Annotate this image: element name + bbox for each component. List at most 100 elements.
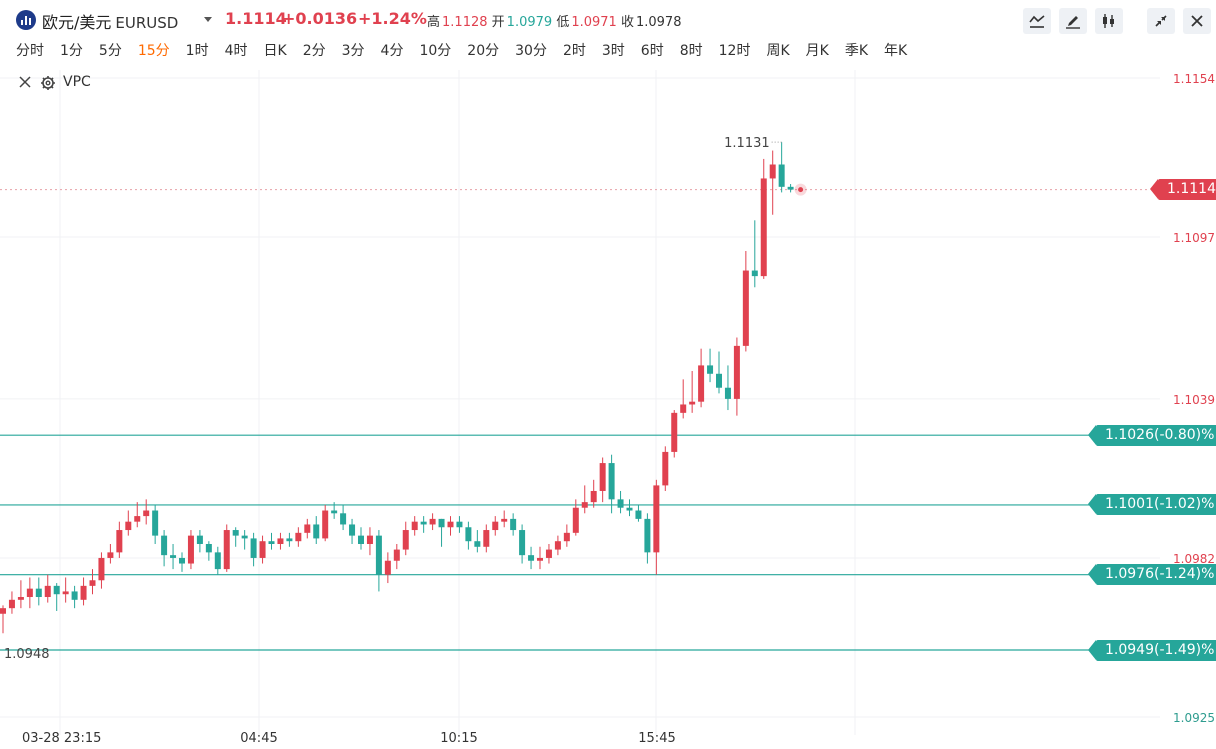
tab-period-4[interactable]: 1时 (185, 43, 209, 59)
max-price-label: 1.1131 (724, 136, 770, 151)
candle-body (760, 178, 767, 277)
candle (769, 150, 776, 215)
candle (689, 370, 696, 413)
tab-period-13[interactable]: 2时 (562, 43, 586, 59)
candle (107, 543, 114, 564)
candle (143, 499, 150, 525)
candle (501, 510, 508, 528)
candle (698, 348, 705, 408)
candle-body (143, 510, 150, 517)
collapse-button[interactable] (1147, 8, 1175, 34)
candle-body (152, 510, 159, 536)
min-price-label: 1.0948 (4, 647, 50, 662)
candle-body (89, 580, 96, 586)
candle-body (465, 527, 472, 542)
tab-period-9[interactable]: 4分 (380, 43, 404, 59)
tab-period-1[interactable]: 1分 (60, 43, 83, 59)
tab-period-20[interactable]: 季K (844, 43, 869, 59)
shrink-icon (1155, 15, 1167, 27)
candle-body (483, 530, 490, 547)
candle-body (170, 555, 177, 558)
candle (724, 365, 731, 411)
candle-body (313, 524, 320, 539)
candle-body (769, 164, 776, 179)
close-icon (1191, 15, 1203, 27)
candle-body (393, 549, 400, 561)
line-tool-button[interactable] (1023, 8, 1051, 34)
open-value: 1.0979 (506, 15, 553, 30)
candle (223, 524, 230, 572)
candle (80, 577, 87, 606)
tab-period-8[interactable]: 3分 (341, 43, 365, 59)
candle (116, 521, 123, 558)
gear-icon[interactable] (40, 75, 56, 91)
candle (483, 524, 490, 553)
candle-body (599, 463, 606, 491)
tab-period-2[interactable]: 5分 (98, 43, 122, 59)
last-price-dot (798, 187, 804, 193)
tab-period-6[interactable]: 日K (263, 43, 287, 59)
candle-body (134, 516, 141, 522)
draw-tool-button[interactable] (1059, 8, 1087, 34)
tab-period-11[interactable]: 20分 (467, 43, 500, 59)
high-value: 1.1128 (442, 15, 488, 30)
tab-period-10[interactable]: 10分 (419, 43, 452, 59)
candle-body (447, 521, 454, 528)
close-icon[interactable] (18, 75, 32, 89)
tab-period-0[interactable]: 分时 (16, 43, 44, 59)
candle-body (626, 507, 633, 511)
candle-body (671, 412, 678, 452)
candle (563, 524, 570, 547)
candle (205, 541, 212, 561)
indicator-name: VPC (63, 74, 91, 90)
last-price-tag: 1.1114 (1150, 179, 1216, 201)
candle-body (179, 557, 185, 564)
tab-period-3[interactable]: 15分 (137, 43, 170, 59)
chevron-down-icon[interactable] (204, 17, 212, 22)
close-chart-button[interactable] (1183, 8, 1211, 34)
candle-body (787, 186, 794, 190)
candle (53, 583, 60, 611)
tab-period-18[interactable]: 周K (766, 43, 790, 59)
candle (259, 535, 266, 564)
candle-body (232, 530, 239, 536)
candle (742, 251, 749, 352)
candle-body (411, 521, 418, 531)
candle (250, 532, 257, 567)
candle-body (510, 518, 517, 531)
candle-body (125, 521, 132, 531)
candle (98, 552, 105, 589)
close-value: 1.0978 (635, 15, 682, 30)
candle-body (358, 535, 364, 544)
candle (590, 479, 597, 508)
symbol-selector[interactable]: 欧元/美元 EURUSD (42, 9, 178, 33)
tab-period-7[interactable]: 2分 (302, 43, 326, 59)
tab-period-16[interactable]: 8时 (679, 43, 703, 59)
candle-body (707, 365, 714, 374)
candle-body (98, 557, 105, 581)
candle-body (277, 538, 284, 544)
tab-period-15[interactable]: 6时 (640, 43, 664, 59)
tab-period-21[interactable]: 年K (884, 43, 908, 59)
level-tag: 1.1001(-1.02)% (1088, 494, 1216, 516)
candle-body (778, 164, 785, 187)
tab-period-17[interactable]: 12时 (718, 43, 751, 59)
candle (35, 577, 42, 606)
chart-type-button[interactable] (1095, 8, 1123, 34)
symbol-name: 欧元/美元 (42, 13, 112, 32)
candle-body (751, 270, 758, 277)
candle (384, 552, 391, 584)
candle-body (653, 485, 660, 553)
y-tick-label: 1.1154 (1173, 72, 1215, 86)
candle (778, 142, 785, 193)
candle (286, 532, 293, 547)
tab-period-5[interactable]: 4时 (224, 43, 248, 59)
x-tick-label: 04:45 (240, 731, 277, 746)
candlestick-icon (1103, 14, 1114, 28)
level-tag-text: 1.0976(-1.24)% (1105, 566, 1215, 583)
candle-body (545, 549, 552, 558)
candle-body (250, 538, 257, 558)
tab-period-14[interactable]: 3时 (601, 43, 625, 59)
tab-period-12[interactable]: 30分 (515, 43, 547, 59)
tab-period-19[interactable]: 月K (805, 43, 829, 59)
